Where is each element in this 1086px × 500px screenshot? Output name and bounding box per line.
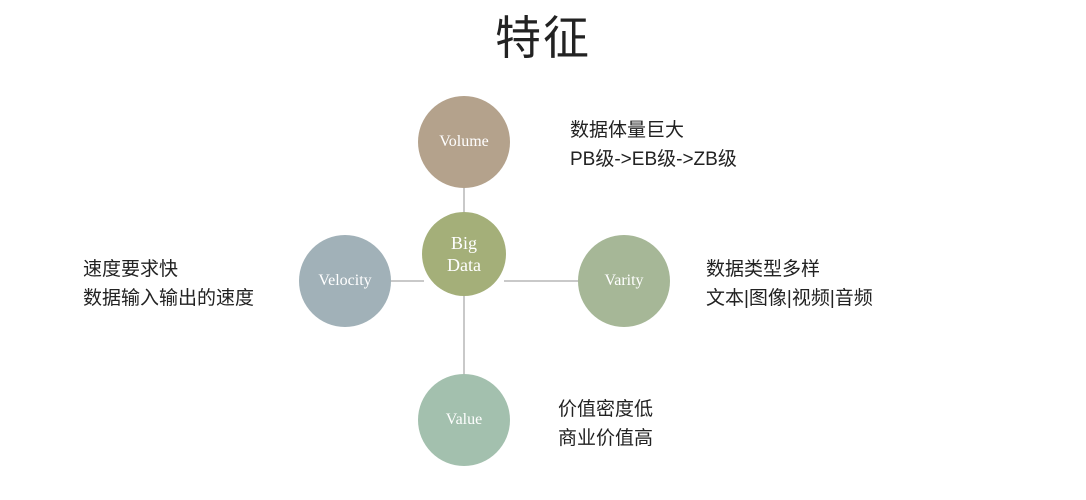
node-varity-label: Varity xyxy=(604,271,643,291)
node-value: Value xyxy=(418,374,510,466)
edge-center-volume xyxy=(463,184,465,214)
desc-volume: 数据体量巨大 PB级->EB级->ZB级 xyxy=(570,116,737,175)
node-volume-label: Volume xyxy=(439,132,488,152)
edge-center-value xyxy=(463,294,465,378)
node-velocity: Velocity xyxy=(299,235,391,327)
edge-center-varity xyxy=(504,280,582,282)
desc-varity: 数据类型多样 文本|图像|视频|音频 xyxy=(706,255,873,314)
desc-velocity: 速度要求快 数据输入输出的速度 xyxy=(83,255,254,314)
node-center: Big Data xyxy=(422,212,506,296)
node-value-label: Value xyxy=(446,410,482,430)
diagram-stage: Big Data Volume Velocity Varity Value 数据… xyxy=(0,0,1086,500)
edge-center-velocity xyxy=(388,280,424,282)
node-varity: Varity xyxy=(578,235,670,327)
node-velocity-label: Velocity xyxy=(318,271,371,291)
node-volume: Volume xyxy=(418,96,510,188)
node-center-label: Big Data xyxy=(447,232,481,277)
desc-value: 价值密度低 商业价值高 xyxy=(558,395,653,454)
